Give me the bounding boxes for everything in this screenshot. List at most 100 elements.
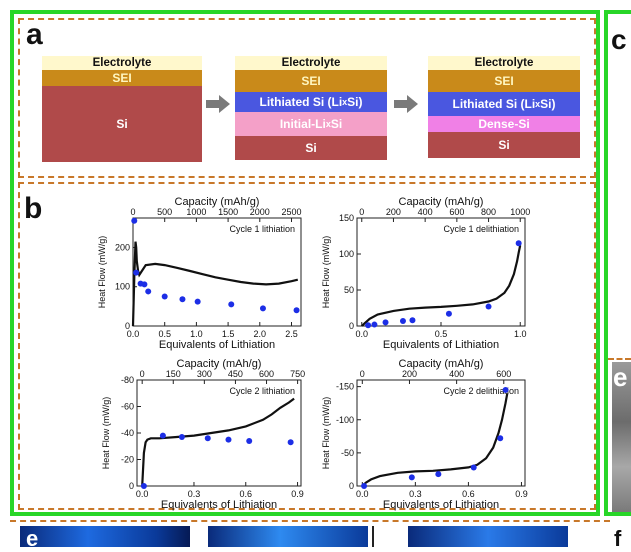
x-tick-label: 0.5	[158, 329, 171, 339]
data-point	[287, 439, 294, 446]
top-axis-label: Capacity (mAh/g)	[399, 358, 484, 370]
data-point	[204, 435, 211, 442]
bottom-scale	[372, 526, 402, 547]
data-point	[365, 322, 372, 329]
x-tick-label: 1.0	[514, 329, 527, 339]
stack2-sei: SEI	[235, 70, 387, 92]
plot-title: Cycle 2 lithiation	[229, 386, 295, 396]
x-tick-label: 0.9	[515, 489, 528, 499]
right-arrow-icon	[206, 95, 230, 113]
data-point	[445, 310, 452, 317]
top-tick-label: 2500	[281, 207, 301, 217]
top-axis-label: Capacity (mAh/g)	[399, 196, 484, 208]
panel-b-label: b	[24, 192, 43, 225]
data-point	[408, 474, 415, 481]
top-axis-label: Capacity (mAh/g)	[177, 358, 262, 370]
data-point	[228, 301, 235, 308]
x-tick-label: 0.0	[356, 489, 369, 499]
x-tick-label: 0.6	[240, 489, 253, 499]
y-tick-label: 150	[339, 213, 354, 223]
data-point	[409, 317, 416, 324]
y-axis-label: Heat Flow (mW/g)	[97, 236, 107, 309]
data-point	[178, 433, 185, 440]
data-point	[470, 464, 477, 471]
top-tick-label: 300	[197, 369, 212, 379]
top-tick-label: 200	[402, 369, 417, 379]
y-tick-label: -50	[341, 448, 354, 458]
data-point	[361, 483, 368, 489]
y-tick-label: -40	[121, 428, 134, 438]
stack2-lithiated-si: Lithiated Si (Li x Si)	[235, 92, 387, 112]
stack3-dense-si: Dense-Si	[428, 116, 580, 132]
y-axis-label: Heat Flow (mW/g)	[321, 236, 331, 309]
y-tick-label: 0	[349, 481, 354, 491]
panel-divider	[608, 358, 631, 362]
y-tick-label: -80	[121, 375, 134, 385]
data-point	[515, 240, 522, 247]
data-point	[145, 288, 152, 295]
x-tick-label: 2.0	[254, 329, 267, 339]
y-tick-label: -100	[336, 415, 354, 425]
y-tick-label: -150	[336, 382, 354, 392]
y-tick-label: 0	[125, 321, 130, 331]
data-point	[194, 298, 201, 305]
data-point	[140, 483, 147, 489]
plot-title: Cycle 1 lithiation	[229, 224, 295, 234]
stack1-electrolyte: Electrolyte	[42, 56, 202, 70]
data-point	[131, 217, 138, 224]
micrograph-image	[612, 362, 631, 512]
top-tick-label: 600	[496, 369, 511, 379]
stack1-si: Si	[42, 86, 202, 162]
panel-b-box	[18, 182, 596, 510]
x-tick-label: 2.5	[285, 329, 298, 339]
data-point	[133, 269, 140, 276]
top-tick-label: 600	[259, 369, 274, 379]
data-point	[179, 296, 186, 303]
plot-title: Cycle 2 delithiation	[443, 386, 519, 396]
plot-frame	[356, 379, 526, 487]
x-tick-label: 1.0	[190, 329, 203, 339]
heat-flow-curve	[361, 245, 522, 327]
data-point	[485, 303, 492, 310]
data-point	[293, 307, 300, 314]
panel-bottom-right-label: f	[614, 526, 622, 551]
panel-bottom-left-label: e	[26, 526, 39, 551]
top-tick-label: 0	[359, 207, 364, 217]
y-axis-label: Heat Flow (mW/g)	[321, 397, 331, 470]
data-point	[159, 432, 166, 439]
x-axis-label: Equivalents of Lithiation	[383, 339, 499, 351]
data-point	[161, 293, 168, 300]
top-tick-label: 450	[228, 369, 243, 379]
plot-frame	[356, 217, 526, 327]
bottom-image-2	[208, 526, 368, 547]
plot-frame	[132, 217, 302, 327]
top-tick-label: 600	[449, 207, 464, 217]
stack2-electrolyte: Electrolyte	[235, 56, 387, 70]
figure-frame	[10, 10, 600, 516]
top-tick-label: 1000	[186, 207, 206, 217]
right-arrow-icon	[394, 95, 418, 113]
top-tick-label: 500	[157, 207, 172, 217]
bottom-divider	[10, 520, 610, 524]
panel-a-box	[18, 18, 596, 178]
stack3-sei: SEI	[428, 70, 580, 92]
stack1-sei: SEI	[42, 70, 202, 86]
top-tick-label: 0	[130, 207, 135, 217]
top-tick-label: 150	[166, 369, 181, 379]
y-tick-label: -60	[121, 402, 134, 412]
data-point	[225, 436, 232, 443]
y-tick-label: 0	[129, 481, 134, 491]
y-tick-label: 100	[115, 282, 130, 292]
data-point	[382, 319, 389, 326]
data-point	[141, 281, 148, 288]
stack3-si: Si	[428, 132, 580, 158]
x-tick-label: 0.3	[409, 489, 422, 499]
data-point	[497, 435, 504, 442]
x-tick-label: 0.6	[462, 489, 475, 499]
top-tick-label: 200	[386, 207, 401, 217]
x-tick-label: 0.5	[435, 329, 448, 339]
heat-flow-curve	[141, 397, 295, 487]
stack2-initial-lixsi: Initial-Li x Si	[235, 112, 387, 136]
data-point	[399, 317, 406, 324]
data-point	[246, 437, 253, 444]
